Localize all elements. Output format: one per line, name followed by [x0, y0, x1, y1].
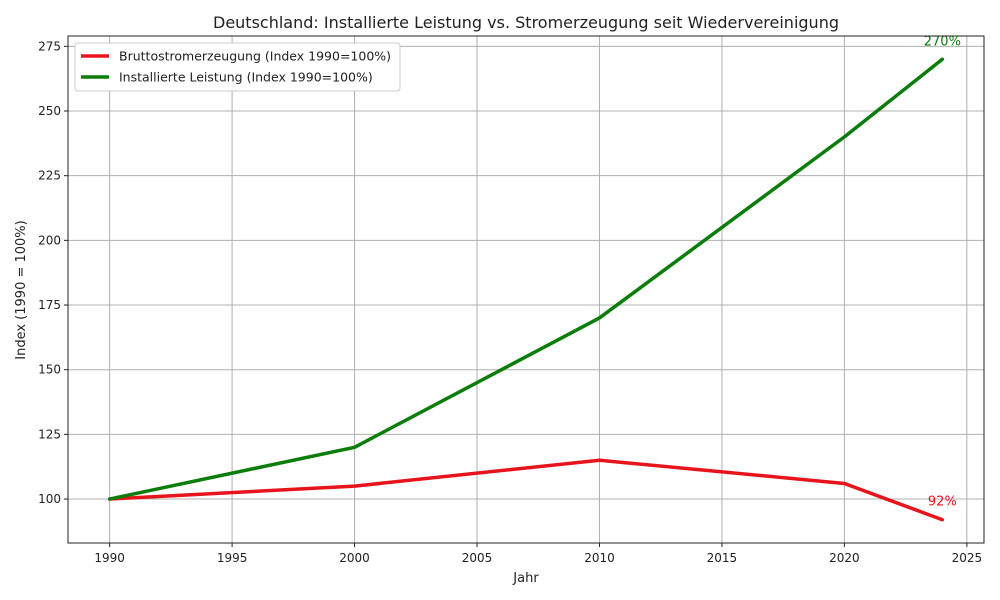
tick-layer: 1990 1995 2000 2005 2010 2015 2020 2025 100 125 15…	[38, 39, 982, 565]
x-tick-label: 1995	[217, 551, 248, 565]
y-axis-label: Index (1990 = 100%)	[14, 220, 29, 359]
legend-box	[74, 42, 401, 92]
x-tick-label: 2015	[707, 551, 738, 565]
series-line-1	[107, 57, 945, 501]
plot-area-frame	[67, 35, 985, 544]
y-tick-label: 250	[38, 104, 61, 118]
y-tick-label: 150	[38, 363, 61, 377]
x-tick-label: 2005	[462, 551, 493, 565]
x-tick-label: 1990	[94, 551, 125, 565]
y-tick-label: 100	[38, 492, 61, 506]
series-layer: 92% 270%	[107, 34, 961, 522]
legend: Bruttostromerzeugung (Index 1990=100%) In…	[74, 42, 401, 92]
legend-label-0: Bruttostromerzeugung (Index 1990=100%)	[119, 49, 391, 64]
legend-label-1: Installierte Leistung (Index 1990=100%)	[119, 70, 373, 85]
x-tick-label: 2025	[952, 551, 983, 565]
x-tick-label: 2000	[339, 551, 370, 565]
chart-title: Deutschland: Installierte Leistung vs. S…	[213, 13, 839, 32]
y-tick-label: 175	[38, 298, 61, 312]
grid-layer	[68, 36, 984, 543]
series-line-0	[107, 458, 945, 522]
y-tick-label: 225	[38, 169, 61, 183]
series-end-label-0: 92%	[928, 495, 957, 510]
y-tick-label: 275	[38, 39, 61, 53]
x-tick-label: 2010	[584, 551, 615, 565]
series-end-label-1: 270%	[924, 34, 961, 49]
y-tick-label: 200	[38, 233, 61, 247]
x-tick-label: 2020	[829, 551, 860, 565]
x-axis-label: Jahr	[512, 571, 539, 586]
y-tick-label: 125	[38, 427, 61, 441]
